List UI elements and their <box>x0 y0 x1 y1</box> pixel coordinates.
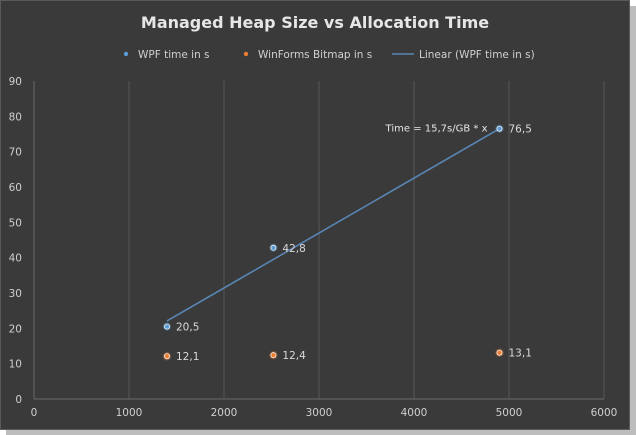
data-point-s0-1 <box>270 244 277 251</box>
chart-frame: Managed Heap Size vs Allocation Time WPF… <box>0 0 630 430</box>
legend-marker-winforms <box>243 51 249 57</box>
data-point-s0-0 <box>163 323 170 330</box>
y-tick-label-90: 90 <box>9 76 22 88</box>
y-tick-label-80: 80 <box>9 111 22 123</box>
legend-marker-wpf <box>123 51 129 57</box>
y-tick-label-20: 20 <box>9 323 22 335</box>
data-label-s0-2: 76,5 <box>509 124 532 136</box>
y-tick-label-10: 10 <box>9 359 22 371</box>
data-point-s1-1 <box>270 352 277 359</box>
data-label-s1-0: 12,1 <box>176 351 199 363</box>
legend: WPF time in s WinForms Bitmap in s Linea… <box>123 49 535 61</box>
trendline-linear-wpf <box>166 128 500 322</box>
y-tick-label-40: 40 <box>9 253 22 265</box>
y-tick-label-30: 30 <box>9 288 22 300</box>
y-tick-label-70: 70 <box>9 147 22 159</box>
data-label-s1-1: 12,4 <box>282 350 306 362</box>
x-tick-label-4000: 4000 <box>401 407 428 419</box>
points-layer: 20,5 42,8 76,5 12,1 12,4 13,1 <box>162 124 532 363</box>
trendline-equation-label: Time = 15,7s/GB * x <box>385 124 488 135</box>
data-label-s0-0: 20,5 <box>176 322 199 334</box>
legend-label-linear: Linear (WPF time in s) <box>419 49 535 61</box>
data-label-s0-1: 42,8 <box>282 243 305 255</box>
data-label-s1-2: 13,1 <box>509 348 532 360</box>
y-tick-label-50: 50 <box>9 217 22 229</box>
grid <box>128 81 605 399</box>
x-tick-label-0: 0 <box>31 407 38 419</box>
x-tick-label-1000: 1000 <box>116 407 143 419</box>
axes: 0 1000 2000 3000 4000 5000 6000 0 10 20 30 40 50 60 70… <box>9 76 618 419</box>
x-tick-label-5000: 5000 <box>496 407 523 419</box>
scatter-chart: Managed Heap Size vs Allocation Time WPF… <box>9 13 618 419</box>
legend-label-winforms: WinForms Bitmap in s <box>258 49 372 61</box>
trendline-layer: Time = 15,7s/GB * x <box>166 124 500 322</box>
y-tick-label-0: 0 <box>15 394 22 406</box>
y-tick-label-60: 60 <box>9 182 22 194</box>
x-tick-label-3000: 3000 <box>306 407 333 419</box>
data-point-s1-0 <box>163 353 170 360</box>
x-tick-label-2000: 2000 <box>211 407 238 419</box>
data-point-s0-2 <box>496 125 503 132</box>
legend-label-wpf: WPF time in s <box>138 49 210 61</box>
data-point-s1-2 <box>496 349 503 356</box>
chart-title: Managed Heap Size vs Allocation Time <box>141 13 489 32</box>
x-tick-label-6000: 6000 <box>591 407 618 419</box>
